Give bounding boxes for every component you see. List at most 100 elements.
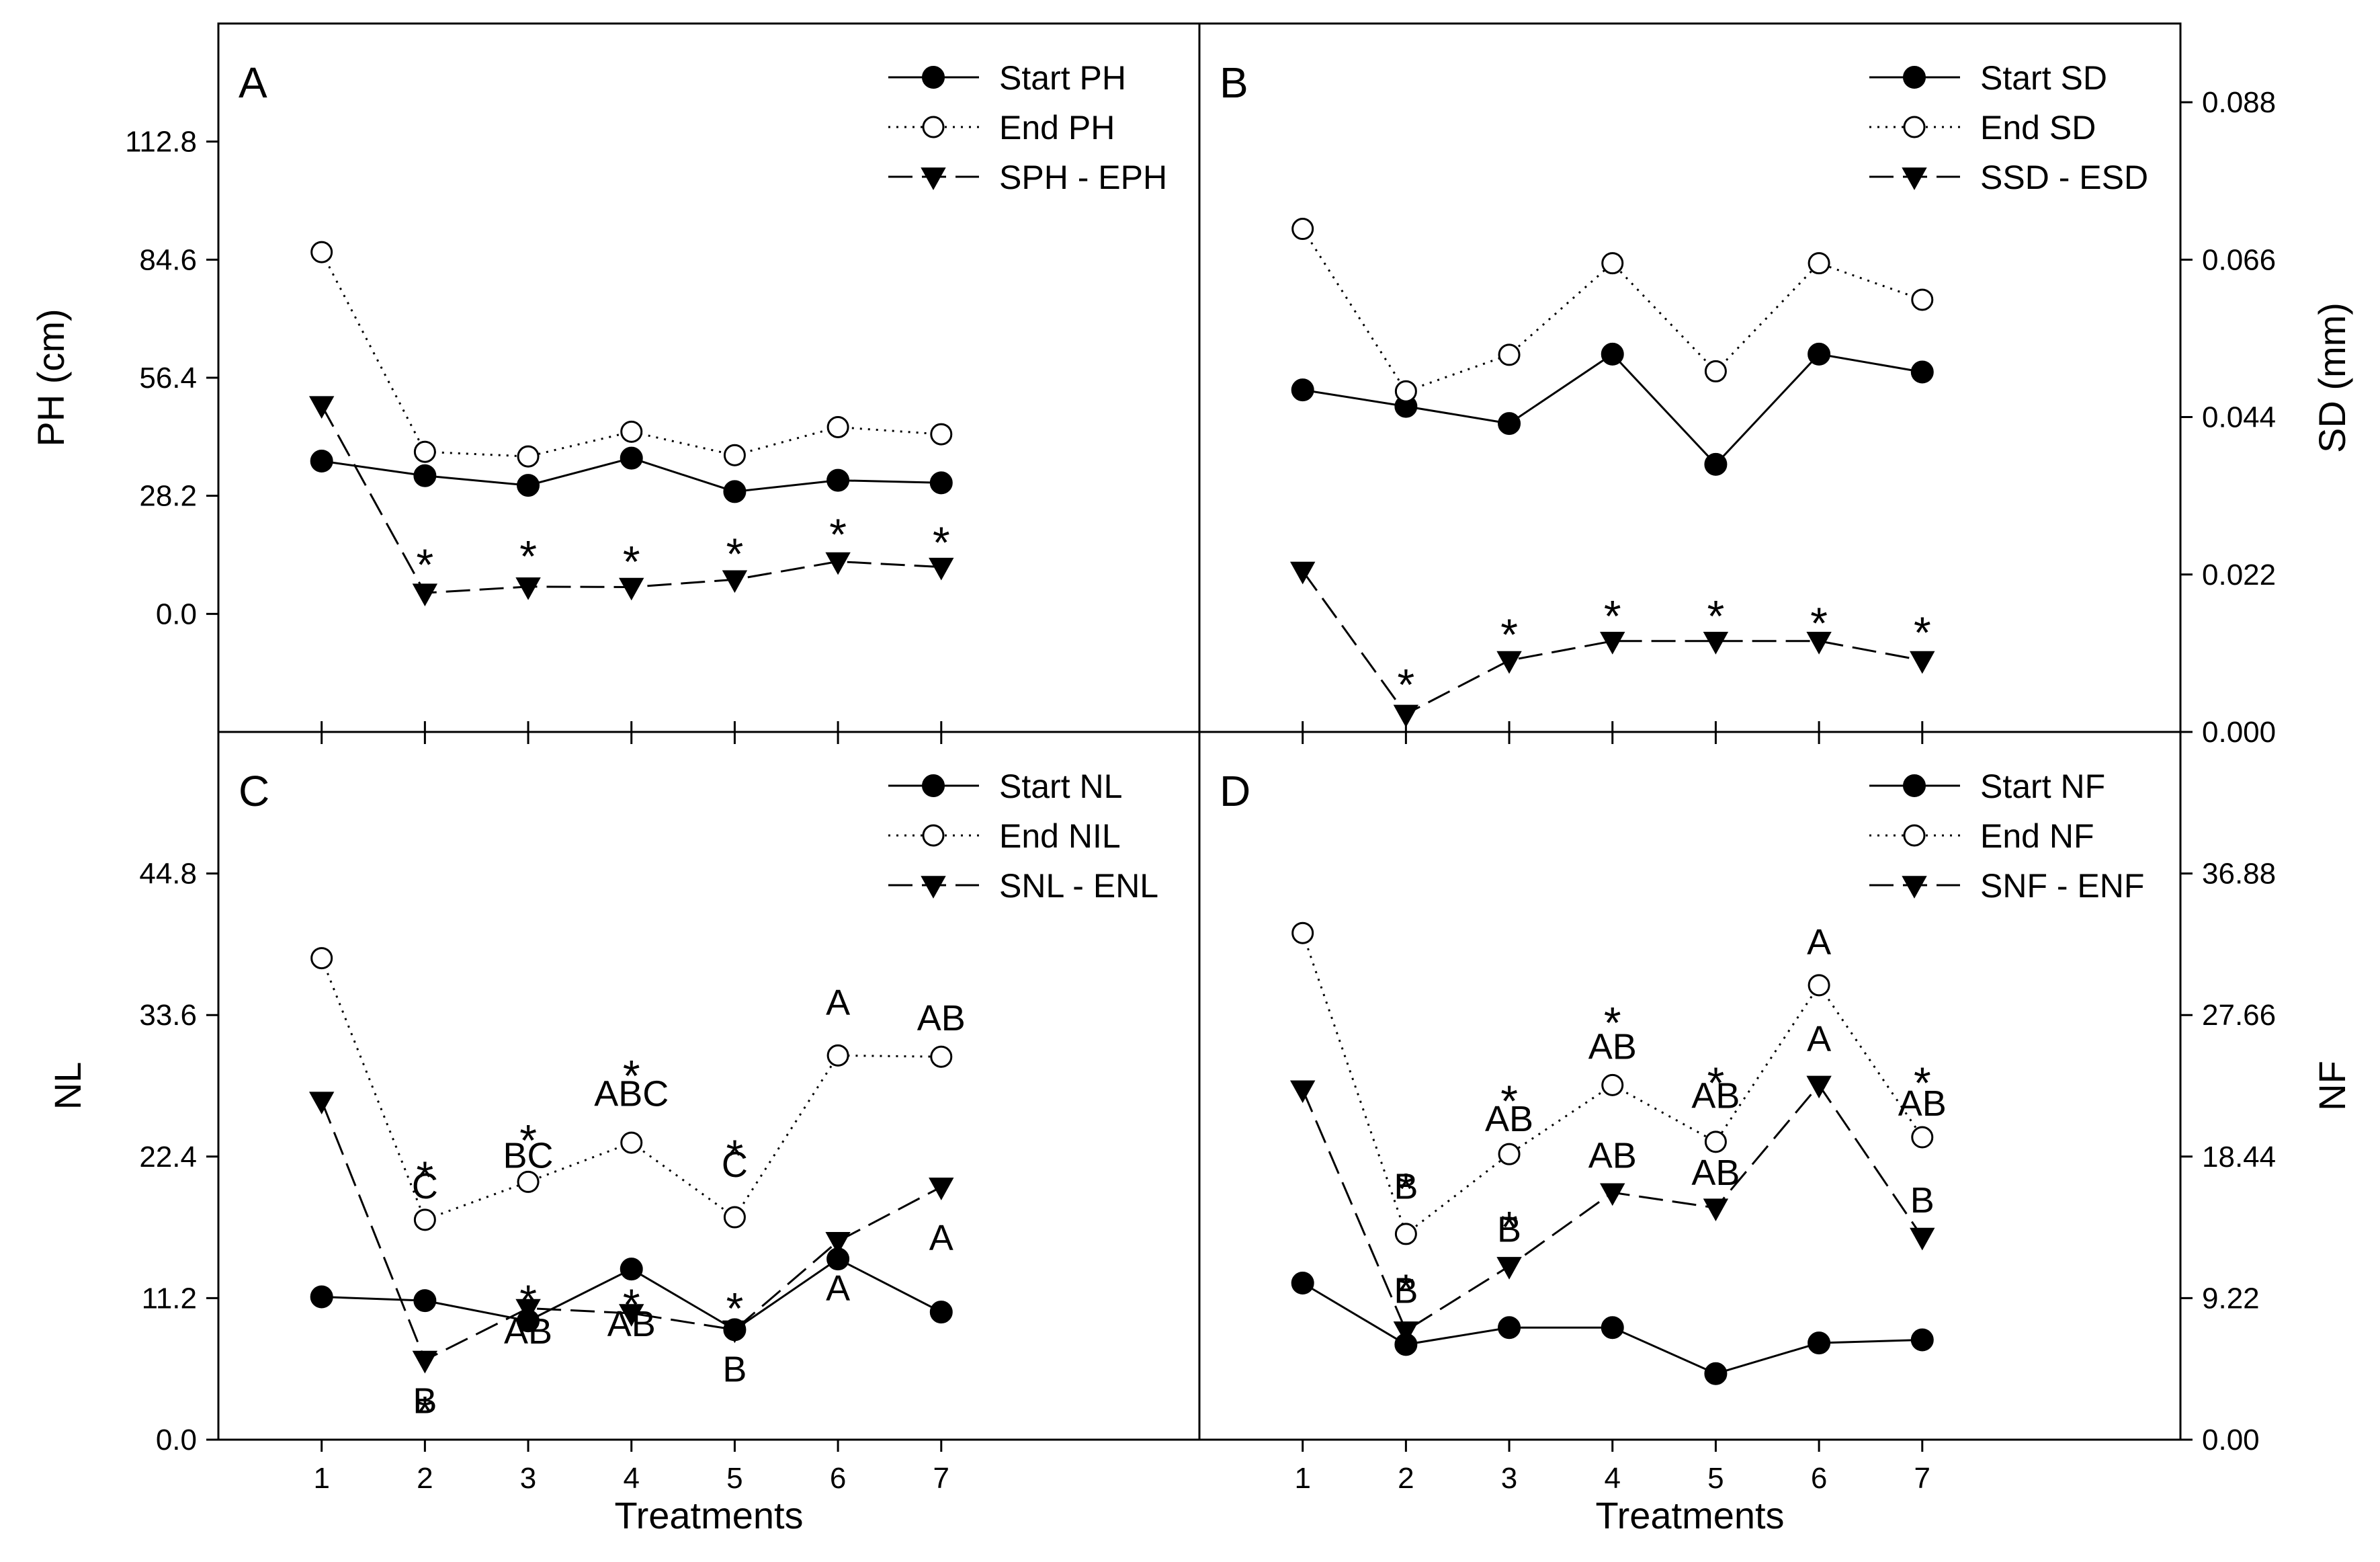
data-point <box>1393 704 1419 728</box>
significance-star: * <box>519 532 537 581</box>
significance-letter: B <box>1394 1271 1418 1311</box>
data-point <box>826 468 850 492</box>
data-point <box>1704 1362 1728 1385</box>
panel-D-xtick-label: 3 <box>1501 1462 1517 1495</box>
legend-marker <box>1903 774 1926 797</box>
data-point <box>1704 1131 1727 1153</box>
panel-D-xtick-label: 6 <box>1811 1462 1827 1495</box>
significance-star: * <box>933 518 950 567</box>
data-point <box>1291 218 1314 241</box>
data-point <box>1601 252 1624 275</box>
panel-B-ytick-label: 0.000 <box>2202 716 2276 749</box>
significance-letter: B <box>413 1381 437 1422</box>
legend-marker <box>1903 824 1926 847</box>
panel-A-ytick-label: 112.8 <box>125 126 197 159</box>
data-point <box>930 423 953 446</box>
data-point <box>517 445 540 468</box>
panel-C-xtick-label: 6 <box>830 1462 846 1495</box>
data-point <box>515 577 541 600</box>
data-point <box>412 583 438 607</box>
significance-letter: AB <box>1691 1076 1740 1116</box>
panel-C-xtick-label: 5 <box>726 1462 742 1495</box>
data-point <box>722 1320 748 1344</box>
data-point <box>1291 378 1314 402</box>
significance-star: * <box>519 1115 537 1165</box>
data-point <box>1808 1331 1831 1355</box>
panel-C-ytick-label: 22.4 <box>139 1141 197 1174</box>
significance-star: * <box>1810 598 1828 648</box>
legend-entry: Start SD <box>1980 59 2107 97</box>
legend-marker <box>1903 116 1926 138</box>
legend-entry: SNF - ENF <box>1980 867 2144 905</box>
data-point <box>1600 632 1625 655</box>
significance-star: * <box>417 1152 434 1202</box>
data-point <box>723 1206 746 1229</box>
data-point <box>1910 1227 1935 1251</box>
data-point <box>1498 412 1521 436</box>
significance-letter: AB <box>1588 1027 1637 1067</box>
significance-letter: B <box>1497 1209 1521 1249</box>
panel-D-ytick-label: 9.22 <box>2202 1282 2260 1315</box>
data-point <box>1910 360 1934 384</box>
legend-entry: End SD <box>1980 109 2096 147</box>
data-point <box>620 1131 643 1154</box>
data-point <box>723 480 747 503</box>
data-point <box>1703 1198 1729 1222</box>
significance-letter: B <box>1910 1180 1935 1221</box>
legend-entry: Start PH <box>999 59 1126 97</box>
significance-letter: AB <box>1691 1153 1740 1193</box>
data-point <box>825 1232 851 1255</box>
data-point <box>1911 1126 1934 1149</box>
data-point <box>930 1045 953 1068</box>
data-point <box>1600 1183 1625 1206</box>
panel-D-ytick-label: 0.00 <box>2202 1424 2260 1456</box>
legend-entry: SSD - ESD <box>1980 159 2148 196</box>
significance-letter: AB <box>1898 1083 1947 1124</box>
significance-star: * <box>1914 1058 1931 1108</box>
data-point <box>1496 651 1522 674</box>
panel-B-ytick-label: 0.044 <box>2202 401 2276 434</box>
significance-star: * <box>726 1131 744 1180</box>
significance-letter: BC <box>503 1136 554 1176</box>
data-point <box>310 947 333 970</box>
panel-A-ytick-label: 28.2 <box>139 480 197 513</box>
significance-star: * <box>623 537 640 587</box>
significance-star: * <box>1500 1202 1518 1252</box>
data-point <box>413 440 436 463</box>
panel-D-xtick-label: 5 <box>1707 1462 1724 1495</box>
data-point <box>1704 360 1727 382</box>
panel-B-ytick-label: 0.066 <box>2202 243 2276 276</box>
data-point <box>1291 921 1314 944</box>
legend-entry: End PH <box>999 109 1115 147</box>
data-point <box>723 444 746 466</box>
significance-letter: C <box>722 1145 748 1185</box>
data-point <box>620 446 643 470</box>
legend-marker <box>922 824 945 847</box>
significance-star: * <box>1500 1076 1518 1126</box>
data-point <box>1393 1321 1419 1344</box>
data-point <box>825 552 851 575</box>
panel-C-xtick-label: 2 <box>417 1462 433 1495</box>
legend-marker <box>922 116 945 138</box>
panel-B-label: B <box>1220 58 1248 107</box>
data-point <box>929 471 953 495</box>
significance-star: * <box>623 1280 640 1329</box>
panel-D-label: D <box>1220 767 1250 815</box>
legend-marker <box>921 876 946 899</box>
panel-C-ytick-label: 33.6 <box>139 999 197 1032</box>
panel-D-xtick-label: 2 <box>1398 1462 1414 1495</box>
significance-letter: AB <box>607 1304 656 1344</box>
panel-C-ylabel: NL <box>46 1062 89 1110</box>
data-point <box>620 1258 643 1281</box>
legend-marker <box>922 774 945 797</box>
data-point <box>1498 1316 1521 1340</box>
panel-A-ytick-label: 84.6 <box>139 243 197 276</box>
significance-star: * <box>417 540 434 589</box>
data-point <box>1910 1328 1934 1352</box>
significance-letter: AB <box>1588 1136 1637 1176</box>
data-point <box>1601 342 1624 366</box>
data-point <box>1910 651 1935 674</box>
panel-D-xtick-label: 7 <box>1914 1462 1930 1495</box>
significance-letter: AB <box>504 1311 552 1352</box>
data-point <box>620 420 643 443</box>
